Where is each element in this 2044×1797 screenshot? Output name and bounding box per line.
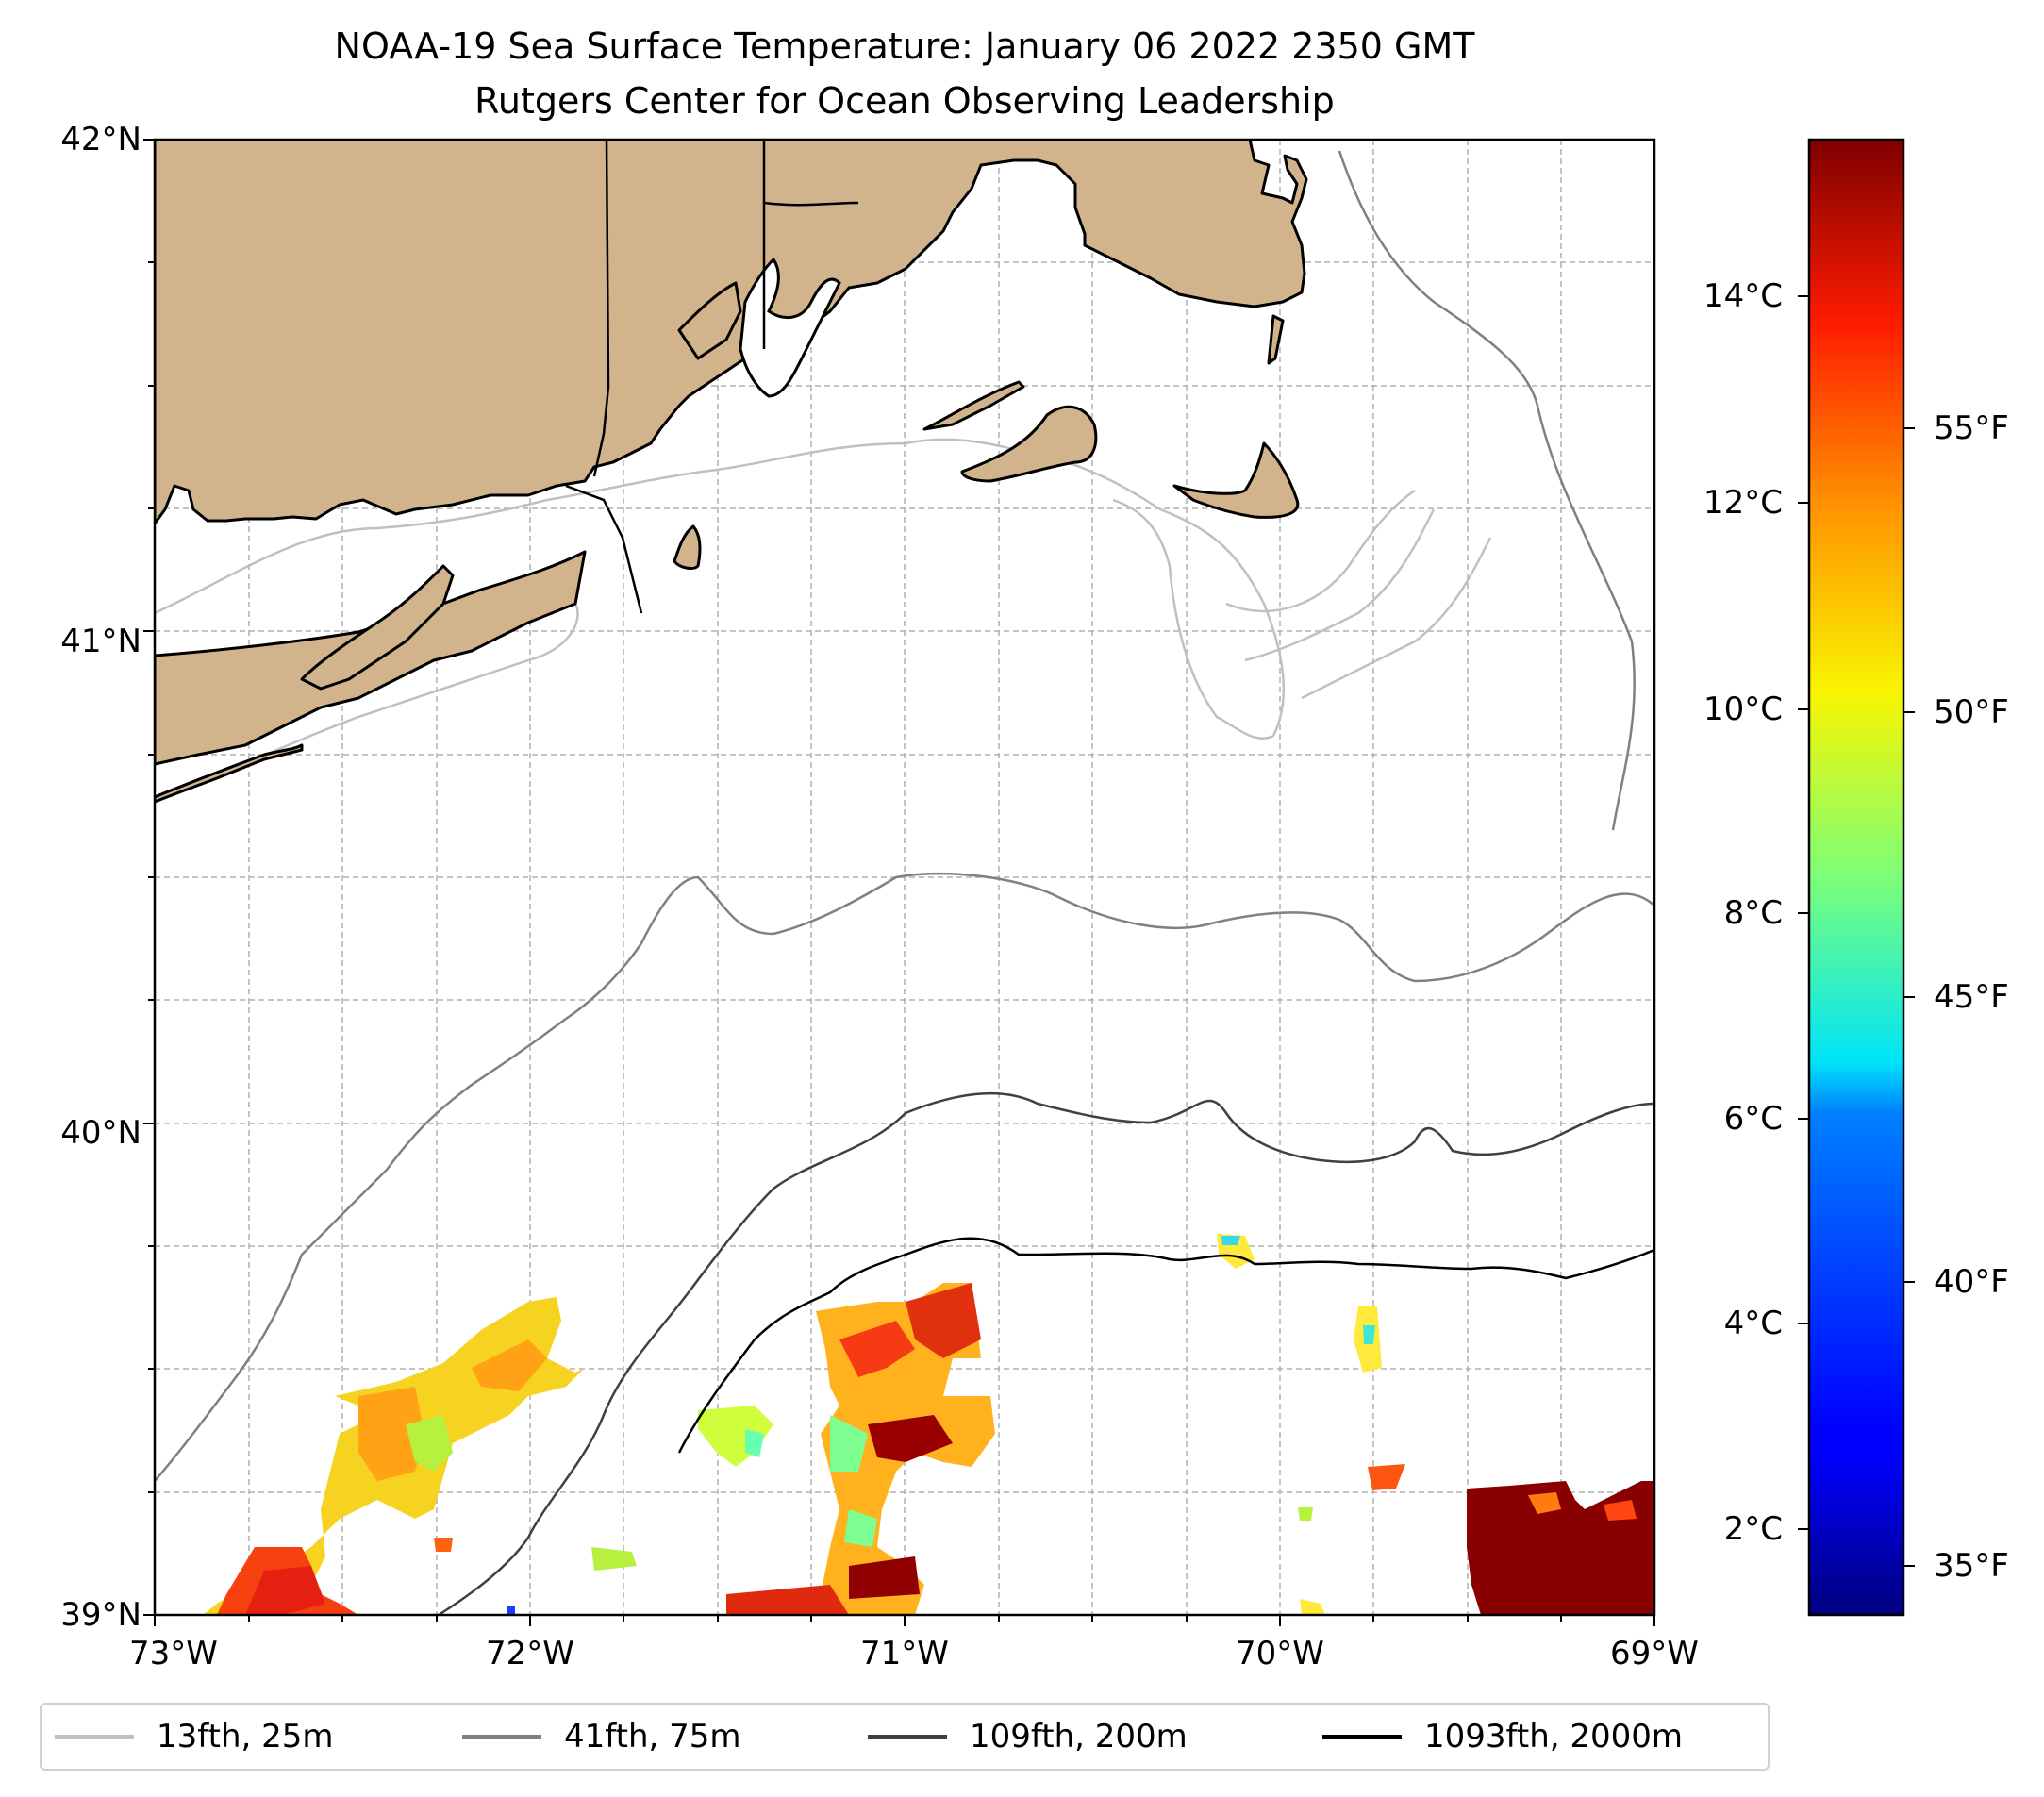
legend-label-200m: 109fth, 200m: [970, 1718, 1188, 1755]
legend-entry-200m: 109fth, 200m: [868, 1714, 1188, 1759]
block-island: [673, 524, 702, 570]
legend-entry-2000m: 1093fth, 2000m: [1322, 1714, 1683, 1759]
lon-label-72: 72°W: [486, 1635, 574, 1672]
legend-entry-75m: 41fth, 75m: [462, 1714, 741, 1759]
colorbar-label-2c: 2°C: [1723, 1510, 1783, 1548]
lat-label-40: 40°N: [60, 1114, 141, 1152]
lon-label-73: 73°W: [129, 1635, 218, 1672]
marthas-vineyard: [960, 405, 1098, 483]
colorbar-label-10c: 10°C: [1703, 691, 1783, 728]
state-borders: [565, 140, 859, 614]
colorbar: [1807, 138, 1905, 1617]
axis-ticks: [143, 139, 1655, 1626]
colorbar-label-50f: 50°F: [1934, 693, 2009, 731]
legend-label-25m: 13fth, 25m: [157, 1718, 334, 1755]
fire-island: [155, 743, 304, 804]
nantucket: [1172, 441, 1300, 519]
colorbar-ticks: [1798, 295, 1915, 1567]
contour-200m: [438, 1091, 1654, 1615]
lon-label-71: 71°W: [860, 1635, 949, 1672]
legend-line-25m: [55, 1735, 134, 1739]
colorbar-label-40f: 40°F: [1934, 1263, 2009, 1301]
narragansett-island: [677, 281, 742, 360]
colorbar-label-55f: 55°F: [1934, 409, 2009, 447]
monomoy: [1267, 314, 1285, 365]
elizabeth-islands: [922, 380, 1025, 431]
lat-label-39: 39°N: [60, 1596, 141, 1634]
colorbar-label-45f: 45°F: [1934, 978, 2009, 1016]
lat-label-41: 41°N: [60, 623, 141, 660]
contour-2000m: [677, 1237, 1654, 1454]
colorbar-label-8c: 8°C: [1723, 894, 1783, 932]
legend-line-75m: [462, 1735, 541, 1739]
contour-75m: [155, 872, 1654, 1482]
map-title: NOAA-19 Sea Surface Temperature: January…: [334, 25, 1475, 67]
legend-line-200m: [868, 1735, 947, 1739]
colorbar-label-6c: 6°C: [1723, 1100, 1783, 1138]
lon-label-69: 69°W: [1610, 1635, 1699, 1672]
map-subtitle: Rutgers Center for Ocean Observing Leade…: [474, 80, 1335, 122]
contour-25m-banks: [1225, 489, 1492, 700]
legend-label-2000m: 1093fth, 2000m: [1424, 1718, 1684, 1755]
land-masses: [155, 140, 1308, 804]
colorbar-label-4c: 4°C: [1723, 1305, 1783, 1342]
depth-legend: 13fth, 25m 41fth, 75m 109fth, 200m 1093f…: [40, 1703, 1770, 1771]
legend-entry-25m: 13fth, 25m: [55, 1714, 334, 1759]
lat-label-42: 42°N: [60, 121, 141, 158]
colorbar-label-12c: 12°C: [1703, 484, 1783, 522]
legend-label-75m: 41fth, 75m: [564, 1718, 741, 1755]
legend-line-2000m: [1322, 1735, 1402, 1739]
colorbar-label-14c: 14°C: [1703, 277, 1783, 315]
contour-75m-north: [1338, 150, 1636, 831]
colorbar-label-35f: 35°F: [1934, 1547, 2009, 1585]
long-island-fork: [300, 564, 455, 691]
lon-label-70: 70°W: [1236, 1635, 1324, 1672]
